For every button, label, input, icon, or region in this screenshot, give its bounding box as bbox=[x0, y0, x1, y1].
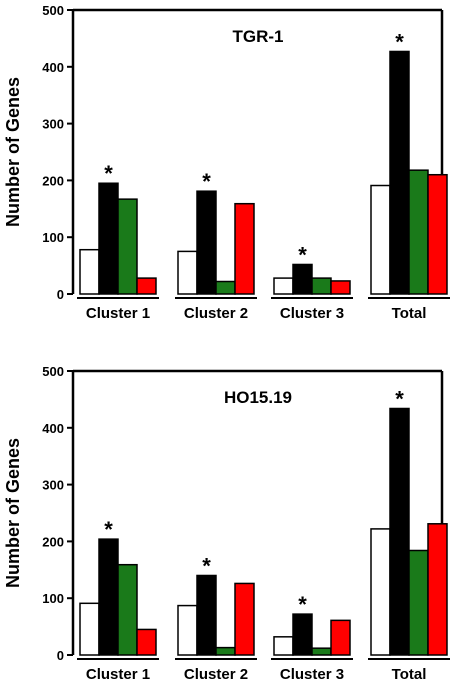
bar bbox=[136, 628, 157, 656]
x-tick-label: Cluster 2 bbox=[184, 305, 248, 322]
y-tick-label: 0 bbox=[57, 648, 64, 663]
y-tick-label: 100 bbox=[42, 591, 64, 606]
bar bbox=[177, 250, 198, 295]
bar bbox=[427, 523, 448, 656]
bar bbox=[215, 646, 236, 656]
x-tick-label: Total bbox=[392, 305, 427, 322]
significance-asterisk: * bbox=[395, 29, 404, 54]
significance-asterisk: * bbox=[202, 553, 211, 578]
bar bbox=[292, 263, 313, 295]
y-tick-label: 300 bbox=[42, 478, 64, 493]
bar bbox=[177, 604, 198, 656]
bar bbox=[273, 277, 294, 295]
chart-title: TGR-1 bbox=[233, 27, 284, 46]
bar bbox=[389, 50, 410, 295]
bar bbox=[389, 407, 410, 656]
bar bbox=[98, 182, 119, 295]
y-axis-label: Number of Genes bbox=[3, 438, 23, 588]
x-tick-label: Cluster 1 bbox=[86, 305, 150, 322]
significance-asterisk: * bbox=[395, 386, 404, 411]
y-tick-label: 0 bbox=[57, 287, 64, 302]
y-tick-label: 300 bbox=[42, 117, 64, 132]
bar bbox=[370, 184, 391, 295]
chart-panel-1: 0 100 200 300 400 500 Number of Genes TGR-1 Clus… bbox=[3, 3, 450, 322]
bar bbox=[117, 563, 138, 656]
y-tick-label: 400 bbox=[42, 421, 64, 436]
significance-asterisk: * bbox=[104, 161, 113, 186]
bar bbox=[408, 169, 429, 295]
bar bbox=[136, 277, 157, 295]
significance-asterisk: * bbox=[298, 592, 307, 617]
bar bbox=[215, 280, 236, 295]
y-axis-label: Number of Genes bbox=[3, 77, 23, 227]
y-tick-label: 400 bbox=[42, 60, 64, 75]
x-tick-label: Cluster 3 bbox=[280, 305, 344, 322]
bar bbox=[234, 202, 255, 295]
bar bbox=[330, 619, 351, 656]
significance-asterisk: * bbox=[104, 517, 113, 542]
significance-asterisk: * bbox=[202, 169, 211, 194]
x-tick-label: Cluster 3 bbox=[280, 666, 344, 683]
bar bbox=[330, 280, 351, 295]
y-tick-label: 200 bbox=[42, 173, 64, 188]
bar bbox=[427, 173, 448, 295]
y-tick-label: 500 bbox=[42, 364, 64, 379]
bar bbox=[196, 574, 217, 656]
significance-asterisk: * bbox=[298, 242, 307, 267]
bar bbox=[117, 198, 138, 295]
bar bbox=[311, 647, 332, 656]
x-tick-label: Total bbox=[392, 666, 427, 683]
bar bbox=[196, 190, 217, 295]
bar bbox=[292, 613, 313, 656]
bar bbox=[98, 538, 119, 656]
x-tick-label: Cluster 2 bbox=[184, 666, 248, 683]
bar bbox=[370, 528, 391, 656]
bar bbox=[273, 636, 294, 656]
chart-panel-2: 0 100 200 300 400 500 Number of Genes HO15.19 Cl… bbox=[3, 364, 450, 683]
y-tick-label: 200 bbox=[42, 534, 64, 549]
chart-title: HO15.19 bbox=[224, 388, 292, 407]
bar bbox=[408, 549, 429, 656]
x-tick-label: Cluster 1 bbox=[86, 666, 150, 683]
y-tick-label: 500 bbox=[42, 3, 64, 18]
bar bbox=[79, 602, 100, 656]
bar bbox=[79, 248, 100, 295]
bar bbox=[311, 277, 332, 295]
y-tick-label: 100 bbox=[42, 230, 64, 245]
bar bbox=[234, 582, 255, 656]
